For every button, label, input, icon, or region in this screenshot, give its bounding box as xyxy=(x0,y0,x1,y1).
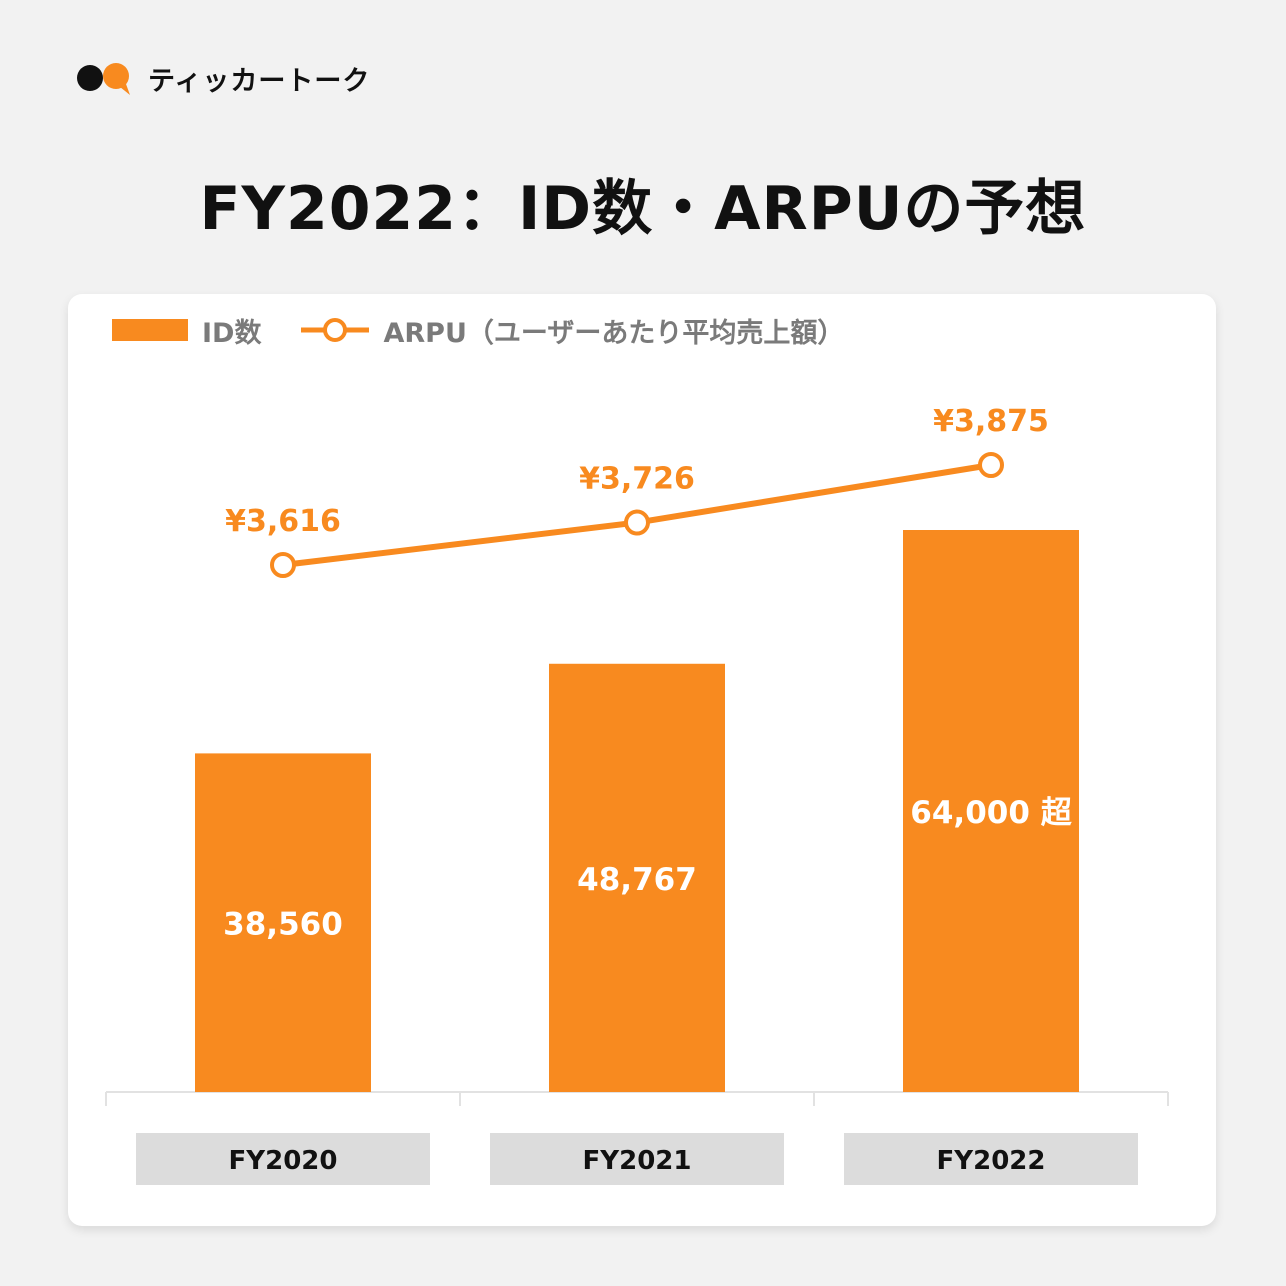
x-tick-label: FY2020 xyxy=(229,1146,338,1176)
arpu-point xyxy=(978,452,1004,478)
arpu-value-label: ¥3,875 xyxy=(933,404,1049,439)
legend-bar-swatch xyxy=(112,319,188,341)
category-box xyxy=(490,1133,784,1185)
legend-line-label: ARPU（ユーザーあたり平均売上額） xyxy=(383,317,845,349)
arpu-point xyxy=(624,509,650,536)
chart-plot-area: 38,560 48,767 64,000 超 FY2020 FY2021 FY2022 ¥3… xyxy=(105,404,1169,1185)
bar-fy2022 xyxy=(903,530,1079,1092)
bar-value-label: 48,767 xyxy=(577,862,697,898)
bar-fy2021 xyxy=(549,663,725,1092)
chart-legend: ID数 ARPU（ユーザーあたり平均売上額） xyxy=(112,308,884,352)
x-tick-label: FY2021 xyxy=(583,1146,692,1176)
brand: ティッカートーク xyxy=(76,58,370,98)
legend-item-line: ARPU（ユーザーあたり平均売上額） xyxy=(301,311,844,350)
bar-value-label: 38,560 xyxy=(223,907,343,943)
arpu-value-label: ¥3,616 xyxy=(225,504,341,539)
category-box xyxy=(844,1133,1138,1185)
brand-name: ティッカートーク xyxy=(148,65,371,97)
arpu-point xyxy=(270,552,296,578)
legend-item-bar: ID数 xyxy=(112,311,261,350)
legend-bar-label: ID数 xyxy=(202,317,262,349)
x-tick-label: FY2022 xyxy=(937,1146,1046,1176)
chart-card: ID数 ARPU（ユーザーあたり平均売上額） 38,560 48,767 64,00… xyxy=(68,294,1216,1226)
legend-line-swatch xyxy=(301,318,370,342)
speech-bubble-logo-icon xyxy=(77,63,130,95)
bar-value-label: 64,000 超 xyxy=(910,795,1072,831)
bar-fy2020 xyxy=(195,753,371,1092)
page-title: FY2022：ID数・ARPUの予想 xyxy=(199,174,1087,244)
category-box xyxy=(136,1133,430,1185)
arpu-value-label: ¥3,726 xyxy=(579,462,695,497)
